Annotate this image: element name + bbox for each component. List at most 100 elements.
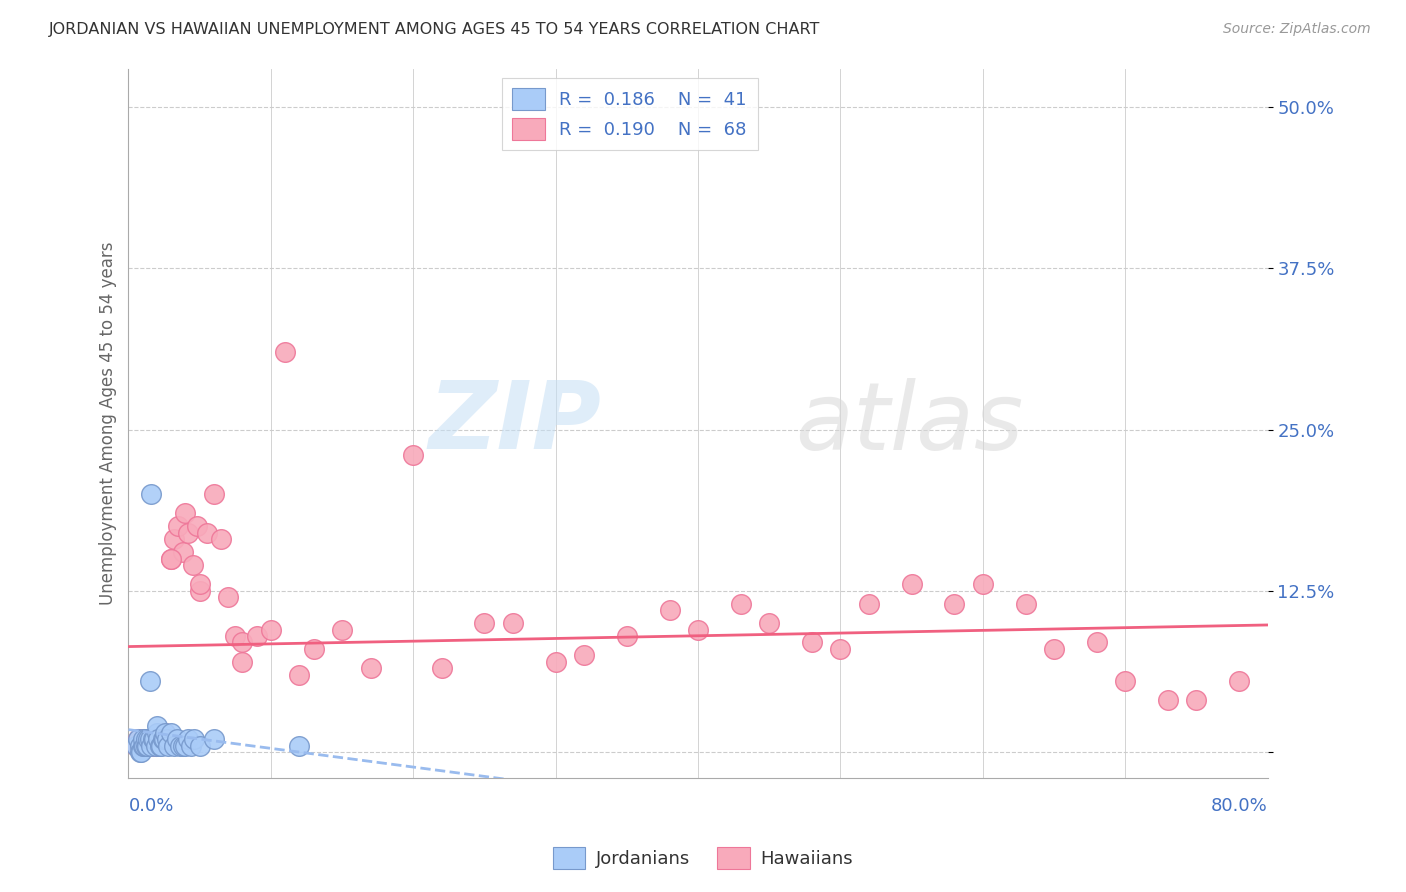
Point — [141, 739, 163, 753]
Point — [149, 739, 172, 753]
Point — [288, 739, 311, 753]
Point — [135, 739, 157, 753]
Point — [153, 732, 176, 747]
Point — [246, 629, 269, 643]
Legend: Jordanians, Hawaiians: Jordanians, Hawaiians — [544, 838, 862, 879]
Point — [128, 739, 150, 753]
Point — [188, 739, 211, 753]
Point — [174, 739, 197, 753]
Point — [152, 732, 174, 747]
Point — [138, 732, 160, 747]
Point — [142, 739, 165, 753]
Point — [136, 732, 159, 747]
Point — [209, 533, 232, 547]
Point — [900, 577, 922, 591]
Point — [231, 635, 253, 649]
Point — [135, 732, 157, 747]
Point — [231, 655, 253, 669]
Point — [155, 725, 177, 739]
Point — [217, 591, 239, 605]
Point — [163, 739, 186, 753]
Point — [145, 739, 167, 753]
Y-axis label: Unemployment Among Ages 45 to 54 years: Unemployment Among Ages 45 to 54 years — [100, 242, 117, 605]
Point — [150, 739, 173, 753]
Point — [128, 745, 150, 759]
Point — [172, 545, 194, 559]
Point — [139, 674, 162, 689]
Point — [502, 616, 524, 631]
Point — [149, 732, 172, 747]
Point — [160, 725, 183, 739]
Point — [402, 449, 425, 463]
Point — [174, 507, 197, 521]
Point — [169, 739, 191, 753]
Point — [132, 732, 155, 747]
Point — [141, 487, 163, 501]
Point — [302, 641, 325, 656]
Point — [128, 739, 150, 753]
Point — [186, 519, 208, 533]
Point — [202, 487, 225, 501]
Point — [1085, 635, 1108, 649]
Point — [188, 577, 211, 591]
Point — [129, 739, 152, 753]
Point — [730, 597, 752, 611]
Text: JORDANIAN VS HAWAIIAN UNEMPLOYMENT AMONG AGES 45 TO 54 YEARS CORRELATION CHART: JORDANIAN VS HAWAIIAN UNEMPLOYMENT AMONG… — [49, 22, 821, 37]
Point — [972, 577, 994, 591]
Text: atlas: atlas — [794, 377, 1024, 468]
Point — [474, 616, 496, 631]
Point — [157, 739, 180, 753]
Point — [658, 603, 681, 617]
Point — [124, 739, 146, 753]
Point — [1043, 641, 1066, 656]
Point — [156, 732, 179, 747]
Point — [943, 597, 966, 611]
Point — [181, 558, 204, 572]
Point — [274, 345, 297, 359]
Point — [163, 533, 186, 547]
Point — [758, 616, 780, 631]
Point — [1157, 693, 1180, 707]
Point — [1185, 693, 1208, 707]
Point — [143, 732, 166, 747]
Point — [139, 732, 162, 747]
Legend: R =  0.186    N =  41, R =  0.190    N =  68: R = 0.186 N = 41, R = 0.190 N = 68 — [502, 78, 758, 151]
Point — [830, 641, 852, 656]
Point — [146, 732, 169, 747]
Text: ZIP: ZIP — [429, 377, 602, 469]
Text: 0.0%: 0.0% — [128, 797, 174, 815]
Point — [160, 551, 183, 566]
Point — [616, 629, 638, 643]
Point — [134, 732, 156, 747]
Point — [1014, 597, 1036, 611]
Point — [134, 739, 156, 753]
Point — [177, 732, 200, 747]
Point — [127, 732, 149, 747]
Point — [195, 525, 218, 540]
Point — [129, 745, 152, 759]
Point — [544, 655, 567, 669]
Point — [183, 732, 205, 747]
Point — [143, 732, 166, 747]
Point — [138, 739, 160, 753]
Point — [155, 725, 177, 739]
Point — [1227, 674, 1250, 689]
Point — [430, 661, 453, 675]
Text: Source: ZipAtlas.com: Source: ZipAtlas.com — [1223, 22, 1371, 37]
Point — [152, 732, 174, 747]
Point — [180, 739, 202, 753]
Point — [132, 739, 155, 753]
Point — [135, 739, 157, 753]
Point — [157, 732, 180, 747]
Point — [360, 661, 382, 675]
Point — [148, 732, 170, 747]
Point — [146, 725, 169, 739]
Point — [167, 519, 190, 533]
Point — [858, 597, 880, 611]
Point — [224, 629, 246, 643]
Point — [686, 623, 709, 637]
Point — [160, 551, 183, 566]
Point — [142, 732, 165, 747]
Point — [202, 732, 225, 747]
Point — [132, 739, 155, 753]
